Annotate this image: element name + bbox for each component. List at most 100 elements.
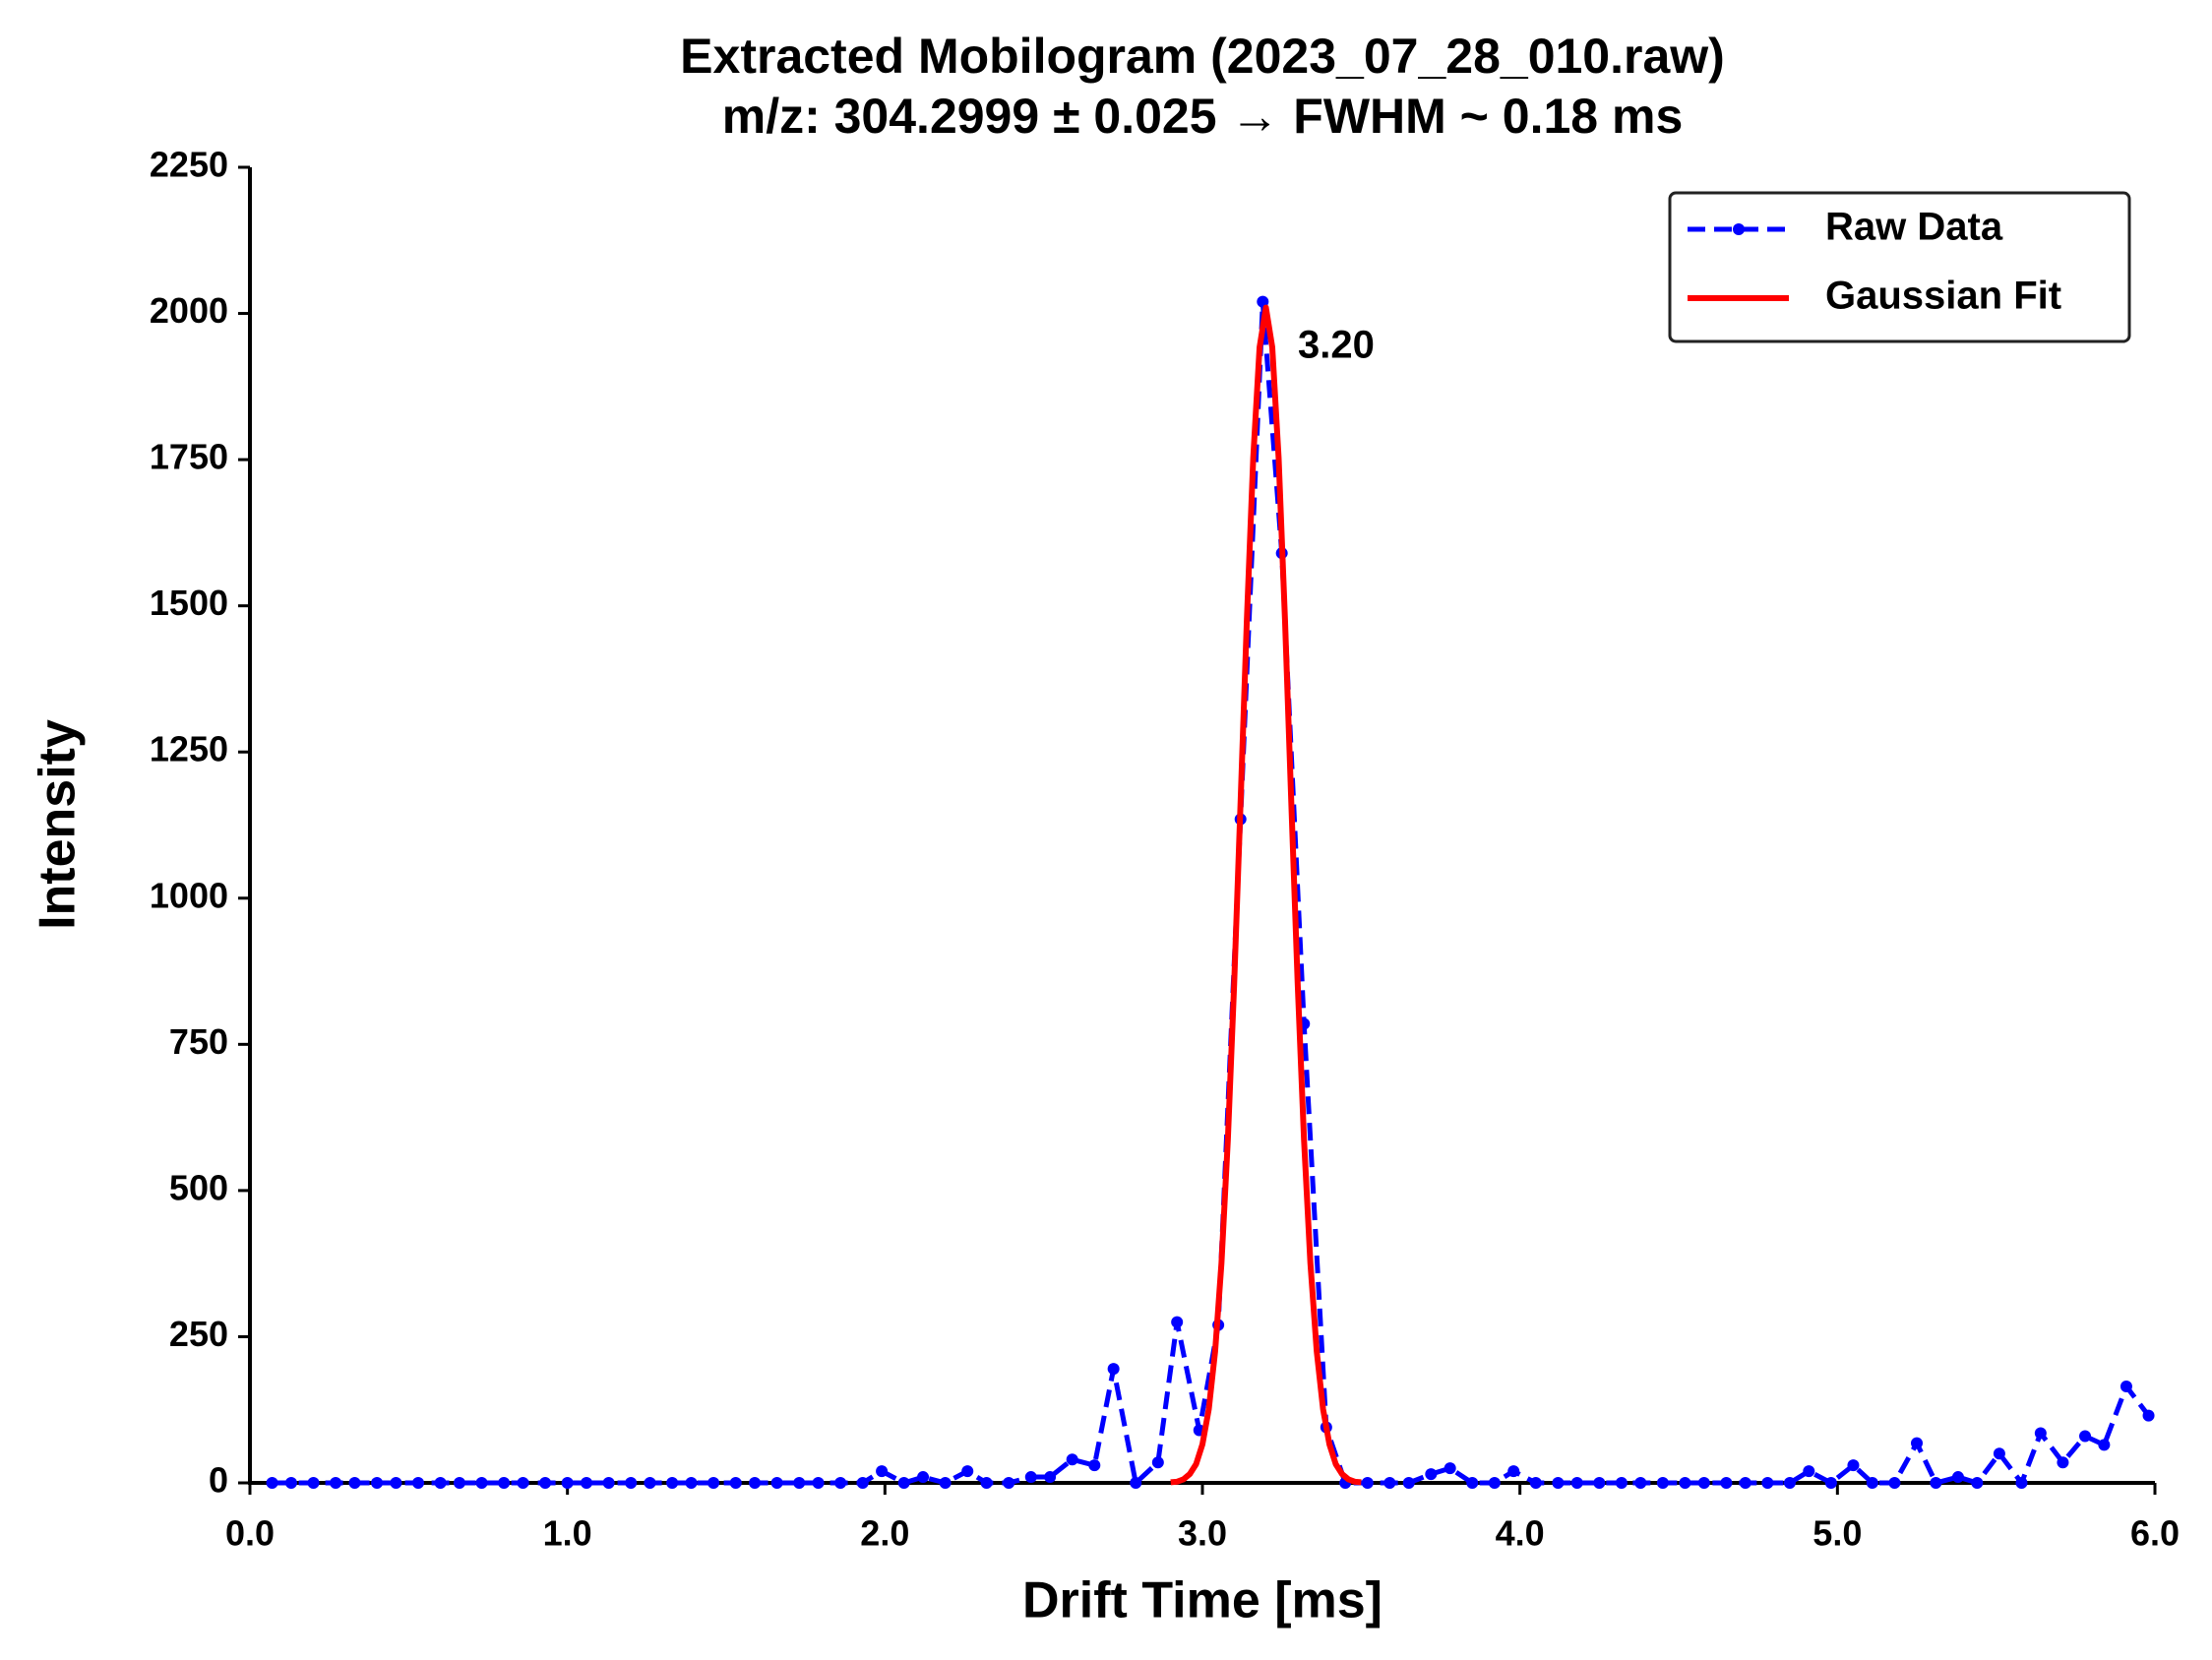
data-point	[1466, 1477, 1479, 1489]
data-point	[1130, 1477, 1142, 1489]
data-point	[644, 1477, 656, 1489]
data-point	[561, 1477, 574, 1489]
data-point	[1171, 1316, 1184, 1328]
data-point	[1003, 1477, 1015, 1489]
data-point	[348, 1477, 361, 1489]
data-point	[1529, 1477, 1542, 1489]
data-point	[2034, 1427, 2047, 1440]
y-tick-label: 2000	[150, 290, 228, 331]
data-point	[856, 1477, 869, 1489]
series-line	[1170, 304, 1362, 1486]
data-point	[2057, 1456, 2069, 1469]
data-point	[1088, 1459, 1101, 1472]
x-tick-label: 4.0	[1496, 1513, 1545, 1554]
data-point	[1993, 1447, 2005, 1460]
data-point	[961, 1465, 974, 1478]
data-point	[1697, 1477, 1710, 1489]
x-tick-label: 6.0	[2130, 1513, 2180, 1554]
data-point	[1911, 1437, 1923, 1449]
data-point	[625, 1477, 638, 1489]
data-point	[1951, 1471, 1964, 1484]
data-point	[1783, 1477, 1796, 1489]
data-point	[1930, 1477, 1942, 1489]
data-point	[498, 1477, 511, 1489]
x-tick-label: 2.0	[860, 1513, 909, 1554]
data-point	[1679, 1477, 1691, 1489]
data-point	[1361, 1477, 1374, 1489]
x-tick-label: 0.0	[225, 1513, 275, 1554]
data-point	[1024, 1471, 1037, 1484]
y-tick-label: 1250	[150, 729, 228, 769]
peak-annotation: 3.20	[1298, 324, 1375, 367]
data-point	[939, 1477, 952, 1489]
y-tick-label: 1000	[150, 875, 228, 915]
data-point	[1971, 1477, 1984, 1489]
data-point	[2098, 1439, 2111, 1451]
data-point	[284, 1477, 297, 1489]
data-point	[1402, 1477, 1415, 1489]
y-tick-label: 1750	[150, 437, 228, 477]
data-point	[2015, 1477, 2028, 1489]
legend-marker	[1733, 223, 1745, 235]
data-point	[749, 1477, 762, 1489]
data-point	[434, 1477, 447, 1489]
data-point	[1866, 1477, 1878, 1489]
data-point	[1107, 1363, 1120, 1376]
data-point	[1066, 1453, 1078, 1466]
data-point	[834, 1477, 847, 1489]
data-point	[266, 1477, 278, 1489]
data-point	[897, 1477, 910, 1489]
data-point	[729, 1477, 742, 1489]
data-point	[2079, 1430, 2092, 1443]
y-tick-label: 2250	[150, 145, 228, 185]
data-point	[793, 1477, 806, 1489]
data-point	[330, 1477, 342, 1489]
data-point	[707, 1477, 720, 1489]
chart-subtitle: m/z: 304.2999 ± 0.025 → FWHM ~ 0.18 ms	[722, 89, 1684, 144]
data-point	[2120, 1380, 2132, 1392]
data-point	[1425, 1468, 1438, 1481]
data-point	[1444, 1462, 1456, 1475]
data-point	[917, 1471, 930, 1484]
data-point	[1888, 1477, 1901, 1489]
data-point	[685, 1477, 698, 1489]
data-point	[1044, 1471, 1057, 1484]
data-point	[412, 1477, 425, 1489]
data-point	[812, 1477, 825, 1489]
y-axis-label: Intensity	[30, 719, 87, 930]
y-tick-label: 250	[169, 1314, 228, 1354]
data-point	[371, 1477, 384, 1489]
y-tick-label: 500	[169, 1167, 228, 1207]
x-tick-label: 5.0	[1813, 1513, 1862, 1554]
data-point	[1656, 1477, 1669, 1489]
data-point	[1824, 1477, 1837, 1489]
y-tick-label: 1500	[150, 583, 228, 623]
data-point	[1488, 1477, 1501, 1489]
x-axis-label: Drift Time [ms]	[1022, 1572, 1382, 1629]
data-point	[1761, 1477, 1774, 1489]
data-point	[307, 1477, 320, 1489]
data-point	[876, 1465, 889, 1478]
data-point	[1847, 1459, 1860, 1472]
data-point	[980, 1477, 993, 1489]
x-tick-label: 1.0	[543, 1513, 592, 1554]
data-point	[666, 1477, 679, 1489]
data-point	[2142, 1409, 2155, 1422]
data-point	[539, 1477, 552, 1489]
data-point	[475, 1477, 488, 1489]
data-point	[1803, 1465, 1815, 1478]
series-line	[272, 299, 2151, 1486]
y-tick-label: 0	[209, 1460, 228, 1501]
data-point	[517, 1477, 529, 1489]
data-point	[1383, 1477, 1396, 1489]
data-point	[1615, 1477, 1628, 1489]
data-point	[770, 1477, 783, 1489]
data-point	[1593, 1477, 1606, 1489]
data-point	[1151, 1456, 1164, 1469]
data-point	[1634, 1477, 1647, 1489]
data-point	[1739, 1477, 1751, 1489]
x-tick-label: 3.0	[1178, 1513, 1227, 1554]
data-point	[1507, 1465, 1520, 1478]
